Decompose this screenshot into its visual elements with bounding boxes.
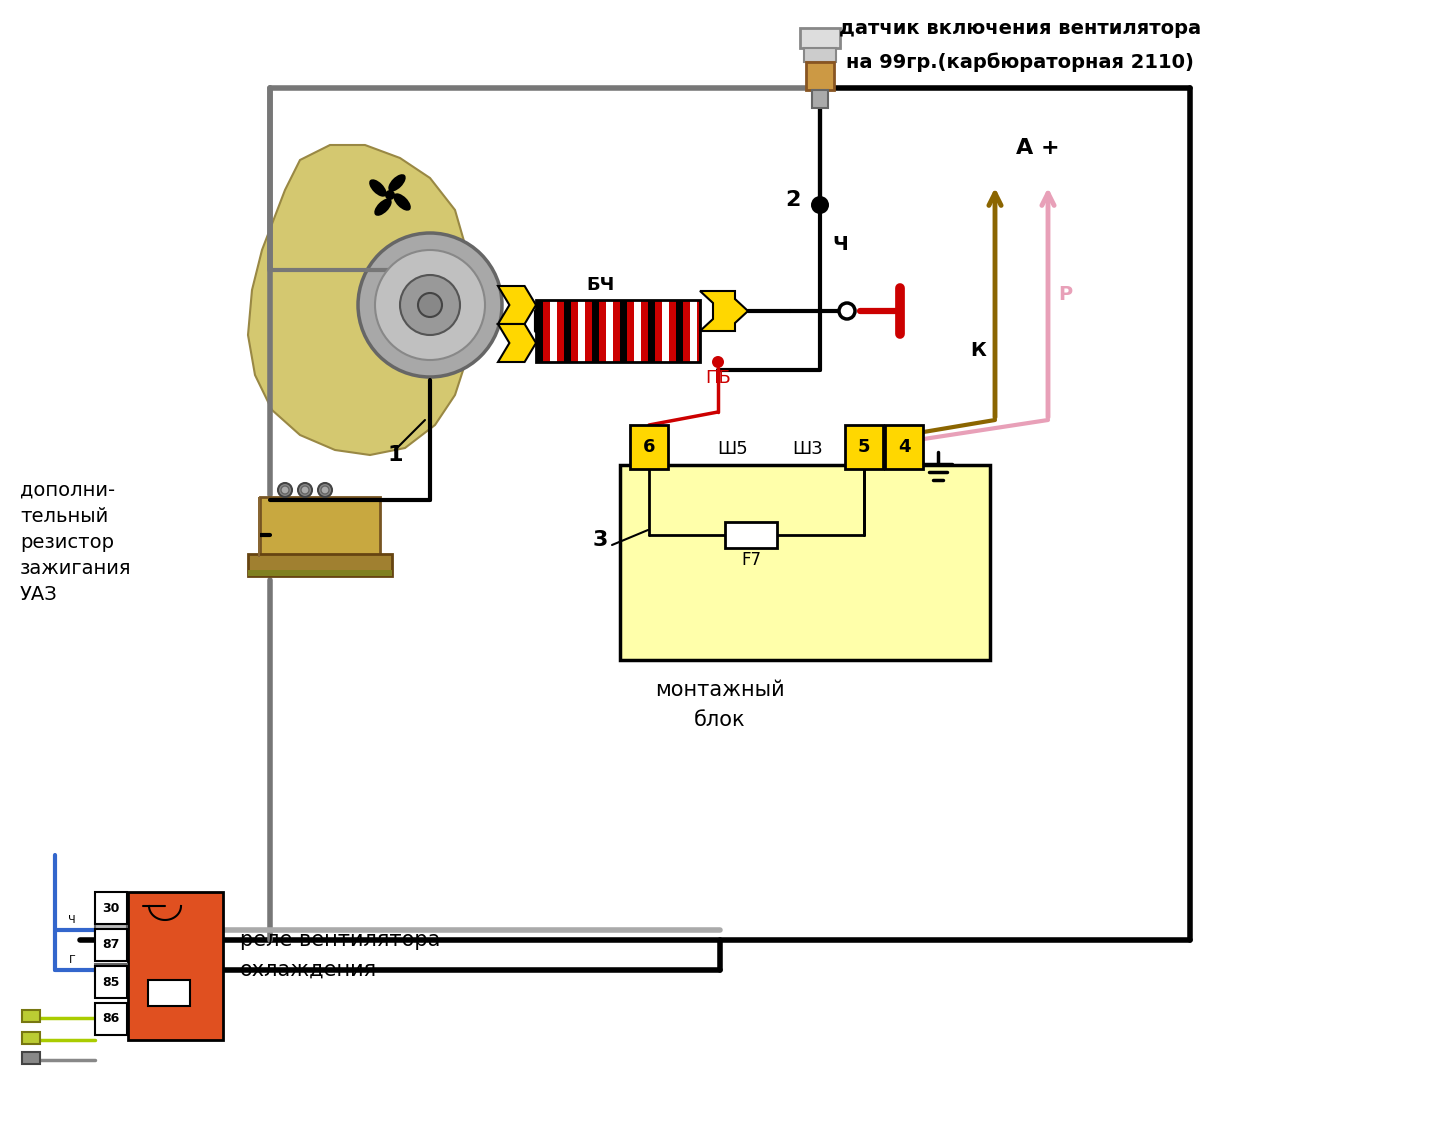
Text: Ч: Ч	[69, 915, 76, 925]
Bar	[649, 300, 654, 362]
Ellipse shape	[369, 180, 387, 197]
Text: монтажный: монтажный	[656, 680, 785, 700]
Bar	[95, 1003, 127, 1035]
Bar	[248, 570, 392, 576]
Polygon shape	[498, 286, 536, 323]
Bar	[21, 1052, 40, 1064]
Text: Р: Р	[1058, 285, 1073, 304]
Circle shape	[418, 293, 442, 317]
Circle shape	[278, 483, 292, 497]
Bar	[606, 300, 613, 362]
Polygon shape	[700, 291, 748, 331]
Text: К: К	[969, 340, 987, 360]
Text: 2: 2	[785, 190, 800, 210]
Bar	[845, 425, 884, 469]
Text: датчик включения вентилятора: датчик включения вентилятора	[839, 18, 1201, 37]
Text: 30: 30	[102, 901, 120, 915]
Polygon shape	[248, 145, 470, 455]
Text: охлаждения: охлаждения	[241, 960, 377, 979]
Bar	[630, 425, 667, 469]
Text: блок: блок	[695, 710, 746, 729]
Circle shape	[811, 196, 829, 214]
Text: тельный: тельный	[20, 507, 109, 526]
Bar	[564, 300, 571, 362]
Text: 85: 85	[102, 976, 120, 988]
Text: А +: А +	[1017, 138, 1060, 158]
Circle shape	[400, 275, 460, 335]
Bar	[803, 48, 836, 62]
Text: Ш5: Ш5	[717, 440, 749, 458]
Bar	[147, 979, 190, 1005]
Circle shape	[839, 303, 855, 319]
Text: на 99гр.(карбюраторная 2110): на 99гр.(карбюраторная 2110)	[846, 52, 1194, 71]
Bar	[536, 300, 543, 362]
Text: 86: 86	[102, 1012, 120, 1026]
Text: БЧ: БЧ	[586, 276, 614, 294]
Bar	[690, 300, 697, 362]
Text: 5: 5	[858, 438, 871, 456]
Bar	[806, 62, 833, 90]
Bar	[579, 300, 586, 362]
Circle shape	[385, 190, 395, 200]
Text: Ч: Ч	[832, 234, 848, 253]
Text: Ш3: Ш3	[793, 440, 823, 458]
Circle shape	[712, 356, 725, 368]
Ellipse shape	[388, 174, 405, 191]
Bar	[95, 892, 127, 924]
Text: реле вентилятора: реле вентилятора	[241, 930, 441, 950]
Bar	[885, 425, 924, 469]
Bar	[676, 300, 683, 362]
Text: 1: 1	[387, 444, 402, 465]
Bar	[550, 300, 557, 362]
Bar	[248, 554, 392, 576]
Bar	[536, 300, 700, 362]
Text: F7: F7	[740, 551, 760, 569]
Bar	[95, 964, 127, 976]
Bar	[800, 28, 841, 48]
Bar	[620, 465, 990, 661]
Text: резистор: резистор	[20, 533, 115, 552]
Text: ПБ: ПБ	[705, 369, 730, 387]
Circle shape	[375, 250, 485, 360]
Text: Г: Г	[69, 955, 76, 965]
Bar	[95, 924, 127, 936]
Circle shape	[318, 483, 332, 497]
Circle shape	[321, 486, 329, 494]
Bar	[127, 892, 223, 1041]
Bar	[258, 497, 261, 556]
Bar	[662, 300, 669, 362]
Bar	[21, 1010, 40, 1022]
Bar	[591, 300, 599, 362]
Circle shape	[281, 486, 289, 494]
Text: зажигания: зажигания	[20, 559, 132, 578]
Bar	[95, 966, 127, 998]
Bar	[725, 523, 778, 549]
Text: УАЗ: УАЗ	[20, 585, 57, 604]
Bar	[261, 497, 379, 556]
Text: 3: 3	[593, 530, 607, 550]
Bar	[812, 90, 828, 107]
Ellipse shape	[394, 193, 411, 210]
Text: 6: 6	[643, 438, 656, 456]
Ellipse shape	[374, 198, 392, 216]
Bar	[620, 300, 627, 362]
Polygon shape	[498, 323, 536, 362]
Bar	[21, 1031, 40, 1044]
Circle shape	[298, 483, 312, 497]
Bar	[95, 929, 127, 961]
Bar	[634, 300, 642, 362]
Text: 87: 87	[102, 939, 120, 951]
Bar	[536, 300, 700, 362]
Text: 4: 4	[898, 438, 911, 456]
Circle shape	[358, 233, 503, 377]
Circle shape	[301, 486, 309, 494]
Text: дополни-: дополни-	[20, 481, 115, 500]
